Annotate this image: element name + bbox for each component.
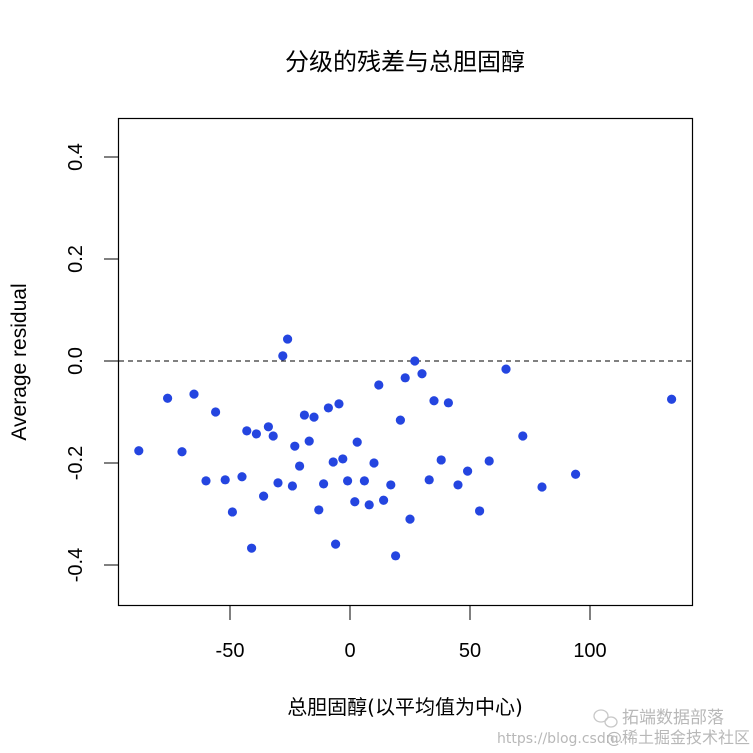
data-point [290, 441, 300, 451]
x-tick-label: 50 [459, 640, 481, 662]
data-point [429, 396, 439, 406]
data-point [237, 472, 247, 482]
y-axis: 0.4 0.2 0.0 -0.2 -0.4 [65, 143, 118, 582]
data-point [273, 478, 283, 488]
data-point [268, 431, 278, 441]
data-point [242, 426, 252, 436]
watermark-url: https://blog.csdn... [497, 731, 628, 747]
x-tick-label: 100 [573, 640, 606, 662]
data-point [309, 412, 319, 422]
plot-frame [117, 117, 694, 607]
data-point [338, 454, 348, 464]
y-tick-label: 0.2 [65, 245, 87, 273]
data-point [410, 356, 420, 366]
data-point [453, 480, 463, 490]
data-point [369, 458, 379, 468]
data-point [475, 506, 485, 516]
data-point [463, 466, 473, 476]
y-tick-label: 0.0 [65, 347, 87, 375]
x-axis: -50 0 50 100 [216, 606, 607, 662]
x-axis-label: 总胆固醇(以平均值为中心) [287, 695, 523, 719]
data-point [251, 429, 261, 439]
data-point [518, 431, 528, 441]
data-point [343, 476, 353, 486]
data-point [227, 507, 237, 517]
data-point [220, 475, 230, 485]
y-tick-label: -0.4 [65, 548, 87, 582]
y-axis-label: Average residual [8, 283, 31, 440]
data-point [571, 469, 581, 479]
data-point [364, 500, 374, 510]
x-tick-label: 0 [344, 640, 355, 662]
data-point [501, 364, 511, 374]
wechat-icon [593, 709, 618, 728]
data-point [304, 436, 314, 446]
data-point [667, 394, 677, 404]
data-point [323, 403, 333, 413]
data-point [374, 380, 384, 390]
data-point [395, 415, 405, 425]
y-tick-label: 0.4 [65, 143, 87, 171]
data-point [201, 476, 211, 486]
data-point [436, 455, 446, 465]
data-point [417, 369, 427, 379]
data-point [299, 410, 309, 420]
data-point [189, 389, 199, 399]
data-point [211, 407, 221, 417]
watermark-community: @稀土掘金技术社区 [606, 728, 750, 747]
data-point [537, 482, 547, 492]
data-point [331, 539, 341, 549]
data-point [314, 505, 324, 515]
data-point [405, 514, 415, 524]
chart-title: 分级的残差与总胆固醇 [285, 48, 525, 76]
data-point [350, 497, 360, 507]
data-point [359, 476, 369, 486]
data-point [283, 334, 293, 344]
data-point [484, 456, 494, 466]
x-tick-label: -50 [216, 640, 245, 662]
data-point [295, 461, 305, 471]
data-point [259, 491, 269, 501]
data-point [247, 543, 257, 553]
watermark: 拓端数据部落 https://blog.csdn... @稀土掘金技术社区 [497, 708, 750, 747]
data-point [328, 457, 338, 467]
data-point [287, 481, 297, 491]
data-point [263, 422, 273, 432]
data-point [319, 479, 329, 489]
data-point [443, 398, 453, 408]
data-point [134, 446, 144, 456]
data-point [334, 399, 344, 409]
data-point [379, 495, 389, 505]
data-point [163, 393, 173, 403]
watermark-brand: 拓端数据部落 [622, 708, 724, 728]
data-points [134, 334, 677, 561]
y-tick-label: -0.2 [65, 446, 87, 480]
data-point [386, 480, 396, 490]
data-point [391, 551, 401, 561]
data-point [424, 475, 434, 485]
data-point [352, 437, 362, 447]
data-point [278, 351, 288, 361]
data-point [177, 447, 187, 457]
data-point [400, 373, 410, 383]
